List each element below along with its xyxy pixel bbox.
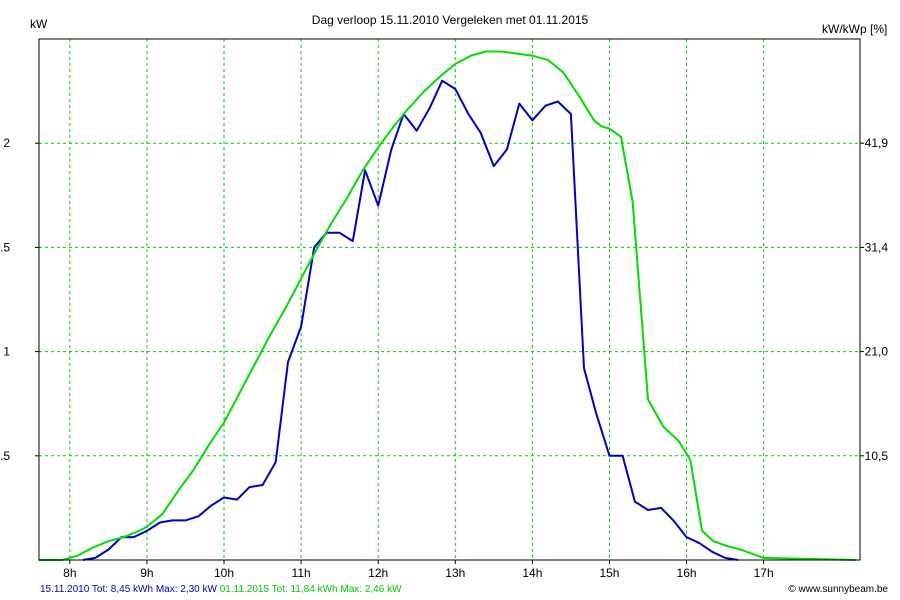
x-tick-label-9h: 9h [140, 566, 153, 580]
y-tick-label-left-1: 1 [3, 345, 10, 359]
series-line-15.11.2010 [82, 79, 739, 561]
x-tick-label-16h: 16h [677, 566, 697, 580]
y-tick-label-right-31,4: 31,4 [865, 240, 889, 254]
chart-legend: 15.11.2010 Tot: 8,45 kWh Max: 2,30 kW 01… [40, 584, 402, 595]
y-tick-label-left-1.5: 1.5 [0, 240, 10, 254]
y-tick-label-right-21,0: 21,0 [865, 345, 889, 359]
x-tick-label-14h: 14h [522, 566, 542, 580]
x-tick-label-13h: 13h [445, 566, 465, 580]
y-axis-label-right: kW/kWp [%] [822, 22, 887, 36]
x-tick-label-10h: 10h [214, 566, 234, 580]
chart-title: Dag verloop 15.11.2010 Vergeleken met 01… [312, 13, 589, 27]
x-tick-label-17h: 17h [754, 566, 774, 580]
x-tick-label-11h: 11h [292, 566, 311, 580]
plot-frame [38, 38, 861, 561]
axis-ticks: 8h 9h 10h 11h 12h 13h 14h 15h 16h 17h 0.5 10,5 1 21,0… [0, 136, 888, 580]
y-axis-label-left: kW [30, 17, 48, 31]
series-layer [39, 50, 857, 561]
x-tick-label-12h: 12h [368, 566, 388, 580]
x-tick-label-15h: 15h [599, 566, 619, 580]
x-tick-label-8h: 8h [63, 566, 76, 580]
y-tick-label-left-2: 2 [3, 136, 10, 150]
y-tick-label-right-10,5: 10,5 [865, 449, 889, 463]
series-line-01.11.2015 [39, 50, 857, 561]
y-tick-label-left-0.5: 0.5 [0, 449, 10, 463]
y-tick-label-right-41,9: 41,9 [865, 136, 889, 150]
grid-lines [39, 39, 860, 560]
legend-item-2010: 15.11.2010 Tot: 8,45 kWh Max: 2,30 kW [40, 584, 217, 595]
legend-item-2015: 01.11.2015 Tot: 11,84 kWh Max: 2,46 kW [219, 584, 402, 595]
credit-text: © www.sunnybeam.be [788, 584, 888, 595]
